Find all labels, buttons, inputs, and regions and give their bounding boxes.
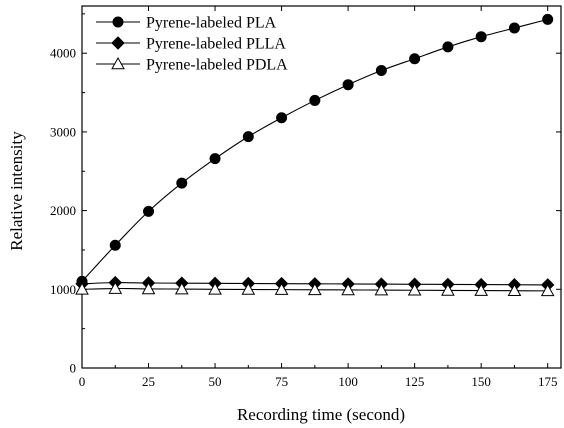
series-group <box>76 13 554 287</box>
data-point <box>276 112 288 124</box>
data-point <box>108 281 123 294</box>
data-point <box>441 283 455 296</box>
legend-marker <box>111 56 125 70</box>
data-point <box>176 177 188 189</box>
legend-label: Pyrene-labeled PLLA <box>146 36 286 53</box>
data-point <box>475 31 487 43</box>
y-axis-label: Relative intensity <box>7 131 26 251</box>
data-point <box>474 283 489 296</box>
data-point <box>209 153 221 165</box>
data-point <box>542 13 554 25</box>
legend: Pyrene-labeled PLA Pyrene-labeled PLLA Pyr… <box>96 15 288 74</box>
data-point <box>75 282 89 295</box>
data-point <box>341 282 355 296</box>
y-tick-label: 1000 <box>50 282 76 297</box>
data-point <box>407 283 422 296</box>
data-point <box>375 65 387 77</box>
legend-label: Pyrene-labeled PDLA <box>146 57 288 74</box>
data-point <box>442 41 454 53</box>
data-point <box>109 239 121 251</box>
data-point <box>374 283 389 296</box>
data-point <box>507 283 522 297</box>
data-point <box>508 22 520 34</box>
x-tick-label: 25 <box>142 374 155 389</box>
data-point <box>242 131 254 143</box>
y-tick-label: 0 <box>70 361 77 376</box>
plot-area-border <box>81 5 562 369</box>
data-point <box>540 283 555 297</box>
data-point <box>141 281 156 295</box>
x-tick-label: 50 <box>209 374 222 389</box>
x-tick-label: 100 <box>338 374 358 389</box>
data-point <box>307 282 322 296</box>
legend-marker <box>111 36 125 50</box>
data-point <box>174 282 189 295</box>
x-tick-label: 150 <box>471 374 491 389</box>
data-point <box>409 53 421 65</box>
data-point <box>208 282 222 295</box>
data-point <box>342 79 354 91</box>
x-tick-label: 175 <box>538 374 558 389</box>
data-point <box>143 205 155 217</box>
y-tick-label: 3000 <box>50 124 76 139</box>
x-tick-label: 75 <box>275 374 288 389</box>
x-axis-label: Recording time (second) <box>237 405 405 424</box>
data-point <box>241 282 256 295</box>
x-tick-label: 0 <box>79 374 86 389</box>
series-layer <box>75 13 555 297</box>
series-group <box>75 281 555 297</box>
series-group <box>75 275 555 292</box>
axis-ticks: 0 25 50 75 100 125 150 175 0 1000 2000 3000 4000 <box>50 6 561 389</box>
legend-label: Pyrene-labeled PLA <box>146 15 277 32</box>
plot-frame <box>81 5 562 369</box>
legend-marker <box>112 16 124 28</box>
y-tick-label: 2000 <box>50 203 76 218</box>
y-tick-label: 4000 <box>50 46 76 61</box>
x-tick-label: 125 <box>405 374 425 389</box>
data-point <box>309 94 321 106</box>
data-point <box>274 282 289 295</box>
